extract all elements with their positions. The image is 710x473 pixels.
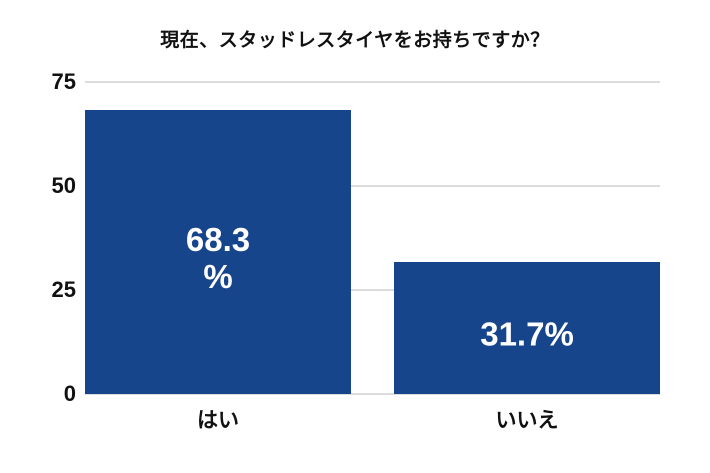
gridline-75 bbox=[85, 81, 660, 83]
gridline-0 bbox=[85, 393, 660, 395]
x-axis-category-label: いいえ bbox=[495, 409, 559, 432]
gridline-50 bbox=[85, 185, 660, 187]
y-axis-tick-label: 50 bbox=[51, 173, 76, 198]
bar-いいえ: 31.7% bbox=[394, 262, 660, 394]
y-axis-tick-label: 25 bbox=[51, 277, 76, 302]
bar-value-label: 68.3% bbox=[185, 220, 251, 295]
gridline-25 bbox=[85, 289, 660, 291]
bar-value-label: 31.7% bbox=[480, 315, 574, 353]
y-axis-tick-label: 0 bbox=[63, 381, 76, 406]
chart-title: 現在、スタッドレスタイヤをお持ちですか？ bbox=[160, 30, 550, 51]
y-axis-tick-label: 75 bbox=[51, 69, 76, 94]
x-axis-category-label: はい bbox=[197, 409, 239, 432]
bar-はい: 68.3% bbox=[85, 109, 351, 394]
